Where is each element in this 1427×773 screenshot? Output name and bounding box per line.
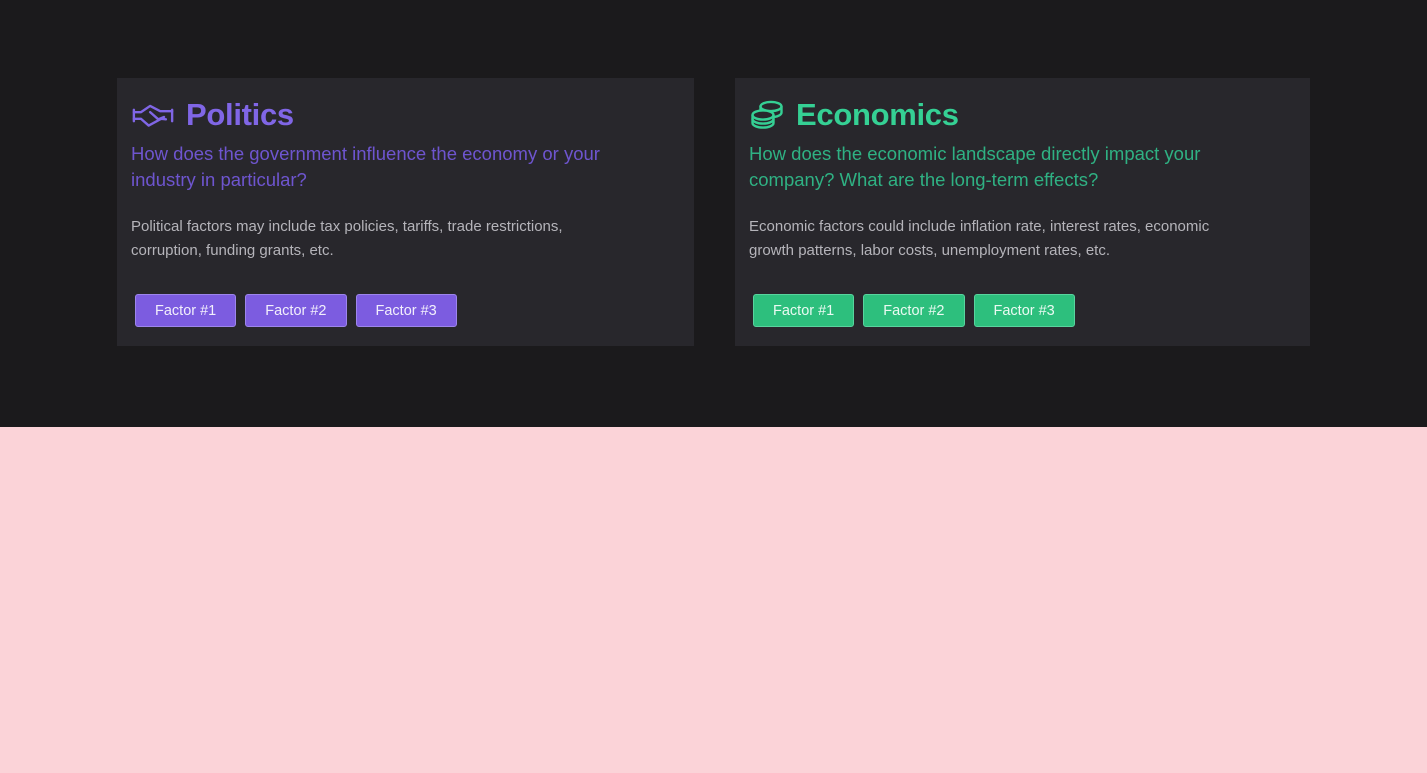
economics-card: Economics How does the economic landscap… — [735, 78, 1310, 346]
handshake-icon — [132, 104, 174, 127]
social-section: Social What's going on culturally? How i… — [0, 427, 1427, 773]
coins-icon — [751, 100, 783, 129]
politics-title: Politics — [186, 97, 294, 132]
economics-title: Economics — [796, 97, 959, 132]
politics-header: Politics — [131, 98, 668, 132]
politics-question: How does the government influence the ec… — [131, 143, 600, 190]
politics-description: Political factors may include tax polici… — [131, 218, 563, 259]
economics-header: Economics — [749, 98, 1284, 132]
politics-factor-2-button[interactable]: Factor #2 — [245, 294, 347, 327]
economics-factors: Factor #1 Factor #2 Factor #3 — [753, 294, 1075, 327]
politics-factors: Factor #1 Factor #2 Factor #3 — [135, 294, 457, 327]
politics-card: Politics How does the government influen… — [117, 78, 694, 346]
economics-factor-2-button[interactable]: Factor #2 — [863, 294, 965, 327]
economics-factor-1-button[interactable]: Factor #1 — [753, 294, 855, 327]
economics-question: How does the economic landscape directly… — [749, 143, 1201, 190]
economics-description: Economic factors could include inflation… — [749, 218, 1210, 259]
economics-factor-3-button[interactable]: Factor #3 — [973, 294, 1075, 327]
politics-factor-3-button[interactable]: Factor #3 — [355, 294, 457, 327]
politics-factor-1-button[interactable]: Factor #1 — [135, 294, 237, 327]
